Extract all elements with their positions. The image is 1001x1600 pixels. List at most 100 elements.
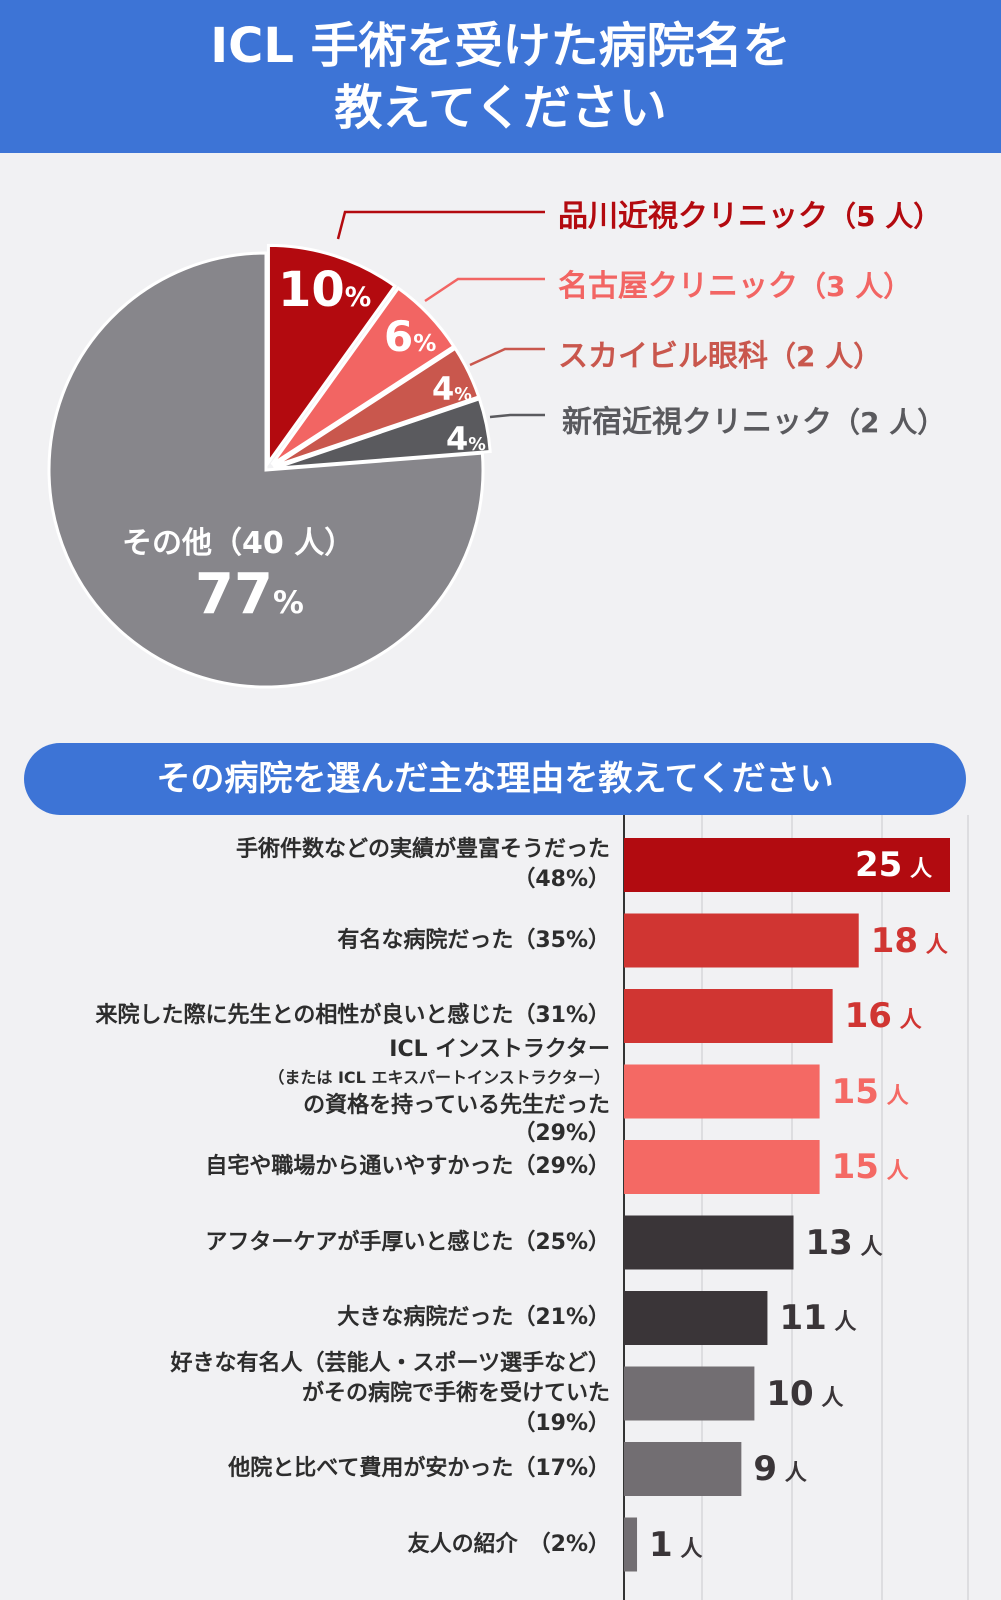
bar-category-label-line: （29%）: [513, 1120, 610, 1146]
bar-category-label-line: 自宅や職場から通いやすかった（29%）: [205, 1154, 610, 1179]
bar-category-label-line: 有名な病院だった（35%）: [337, 927, 610, 953]
bar-value-unit: 人: [852, 1234, 883, 1260]
bar-4: [624, 1064, 820, 1119]
bar-category-label: 大きな病院だった（21%）: [0, 1303, 610, 1333]
pie-pct-shinjuku: 4%: [446, 420, 486, 458]
bar-value-unit: 人: [777, 1461, 807, 1486]
pct-unit: %: [413, 331, 437, 357]
section-title-reasons: その病院を選んだ主な理由を教えてください: [24, 743, 966, 815]
bar-category-label: 来院した際に先生との相性が良いと感じた（31%）: [0, 1001, 610, 1031]
bar-category-label: アフターケアが手厚いと感じた（25%）: [0, 1228, 610, 1258]
bar-value-unit: 人: [826, 1310, 857, 1335]
pie-slice-shinagawa: [266, 243, 397, 468]
pie-slice-nagoya: [270, 286, 456, 466]
pie-chart: [47, 210, 545, 689]
pie-slice-shinjuku: [273, 396, 492, 470]
other-label-text: その他: [122, 526, 212, 561]
bar-1: [624, 838, 950, 892]
pct-unit: %: [272, 585, 304, 621]
legend-label: 名古屋クリニック: [558, 269, 798, 304]
legend-count: （2 人）: [832, 406, 946, 439]
bar-category-label: 手術件数などの実績が豊富そうだった （48%）: [0, 835, 610, 895]
bar-value-label: 11 人: [779, 1298, 856, 1343]
bar-value-unit: 人: [813, 1385, 844, 1411]
leader-line-nagoya: [424, 277, 545, 303]
bar-category-label-line: 好きな有名人（芸能人・スポーツ選手など）: [170, 1350, 610, 1376]
bar-value-number: 9: [753, 1449, 778, 1489]
legend-item-skybuilding: スカイビル眼科（2 人）: [558, 337, 881, 377]
legend-item-nagoya: 名古屋クリニック（3 人）: [558, 267, 911, 307]
bar-5: [624, 1140, 820, 1194]
bar-value-number: 13: [805, 1222, 853, 1263]
bar-category-label-line: 友人の紹介 （2%）: [407, 1531, 610, 1557]
legend-count: （5 人）: [828, 200, 942, 233]
bar-category-label-line: の資格を持っている先生だった: [303, 1092, 610, 1118]
legend-label: スカイビル眼科: [558, 339, 768, 374]
pct-unit: %: [454, 385, 472, 405]
bar-category-label: 友人の紹介 （2%）: [0, 1530, 610, 1560]
bar-value-number: 25: [855, 845, 903, 885]
bar-category-label-line: （19%）: [513, 1410, 610, 1436]
bar-category-label-line: 手術件数などの実績が豊富そうだった: [235, 837, 610, 862]
bar-7: [624, 1291, 768, 1345]
bar-category-label-line: ICL インストラクター: [389, 1036, 610, 1062]
bar-value-label: 10 人: [766, 1374, 843, 1419]
bar-value-unit: 人: [902, 857, 932, 882]
legend-count: （3 人）: [798, 270, 912, 303]
pie-slice-other: [47, 251, 485, 689]
leader-line-shinjuku: [489, 413, 545, 419]
bar-10: [624, 1517, 638, 1572]
pie-slice-skybuilding: [272, 346, 481, 468]
bar-value-label: 18 人: [871, 921, 948, 966]
bar-category-label-line: （48%）: [513, 867, 610, 892]
bar-value-unit: 人: [918, 932, 948, 958]
pct-value: 4: [446, 420, 469, 458]
legend-label: 品川近視クリニック: [558, 199, 828, 234]
bar-category-label: 自宅や職場から通いやすかった（29%）: [0, 1152, 610, 1182]
pct-value: 10: [278, 262, 345, 318]
pie-label-other: その他（40 人）: [122, 518, 354, 562]
bar-value-label: 9 人: [753, 1449, 806, 1494]
bar-value-number: 15: [831, 1147, 879, 1187]
bar-value-number: 16: [844, 996, 892, 1036]
bar-value-unit: 人: [672, 1536, 703, 1562]
bar-value-number: 11: [779, 1298, 827, 1338]
bar-value-label: 13 人: [806, 1223, 883, 1268]
bar-value-label: 15 人: [832, 1147, 909, 1192]
legend-count: （2 人）: [768, 340, 882, 373]
bar-category-label: 他院と比べて費用が安かった（17%）: [0, 1454, 610, 1484]
bar-category-label-line: 来院した際に先生との相性が良いと感じた（31%）: [95, 1003, 610, 1028]
bar-9: [624, 1442, 742, 1496]
legend-item-shinjuku: 新宿近視クリニック（2 人）: [562, 403, 945, 443]
bar-value-number: 10: [766, 1373, 814, 1414]
bar-value-number: 18: [870, 920, 919, 961]
bar-value-unit: 人: [878, 1159, 909, 1184]
bar-value-number: 1: [649, 1524, 673, 1565]
bar-value-unit: 人: [878, 1083, 909, 1109]
other-label-count: （40 人）: [212, 526, 355, 561]
bar-category-label: ICL インストラクター （または ICL エキスパートインストラクター） の資格を…: [0, 1036, 610, 1148]
pct-unit: %: [468, 435, 486, 455]
bar-value-number: 15: [831, 1071, 879, 1112]
page-title-line-2: 教えてください: [334, 80, 667, 136]
legend-item-shinagawa: 品川近視クリニック（5 人）: [558, 197, 941, 237]
legend-label: 新宿近視クリニック: [562, 405, 832, 440]
bar-2: [624, 913, 859, 968]
bar-6: [624, 1215, 794, 1270]
bar-8: [624, 1366, 755, 1421]
bar-category-label: 有名な病院だった（35%）: [0, 926, 610, 956]
leader-line-skybuilding: [469, 347, 545, 367]
bar-value-label: 15 人: [832, 1072, 909, 1117]
bar-value-label: 25 人: [855, 845, 932, 890]
bar-value-label: 16 人: [845, 996, 922, 1041]
bar-value-unit: 人: [891, 1008, 922, 1033]
bar-3: [624, 989, 833, 1043]
pct-value: 4: [432, 370, 455, 408]
bar-category-label-line: がその病院で手術を受けていた: [301, 1380, 610, 1406]
header-banner: ICL 手術を受けた病院名を 教えてください: [0, 0, 1001, 153]
bar-category-label-line: アフターケアが手厚いと感じた（25%）: [205, 1229, 610, 1255]
bar-category-label-line: 大きな病院だった（21%）: [337, 1305, 610, 1330]
bar-category-label-line: （または ICL エキスパートインストラクター）: [268, 1067, 610, 1087]
pct-value: 77: [195, 562, 273, 627]
leader-line-shinagawa: [336, 210, 545, 240]
